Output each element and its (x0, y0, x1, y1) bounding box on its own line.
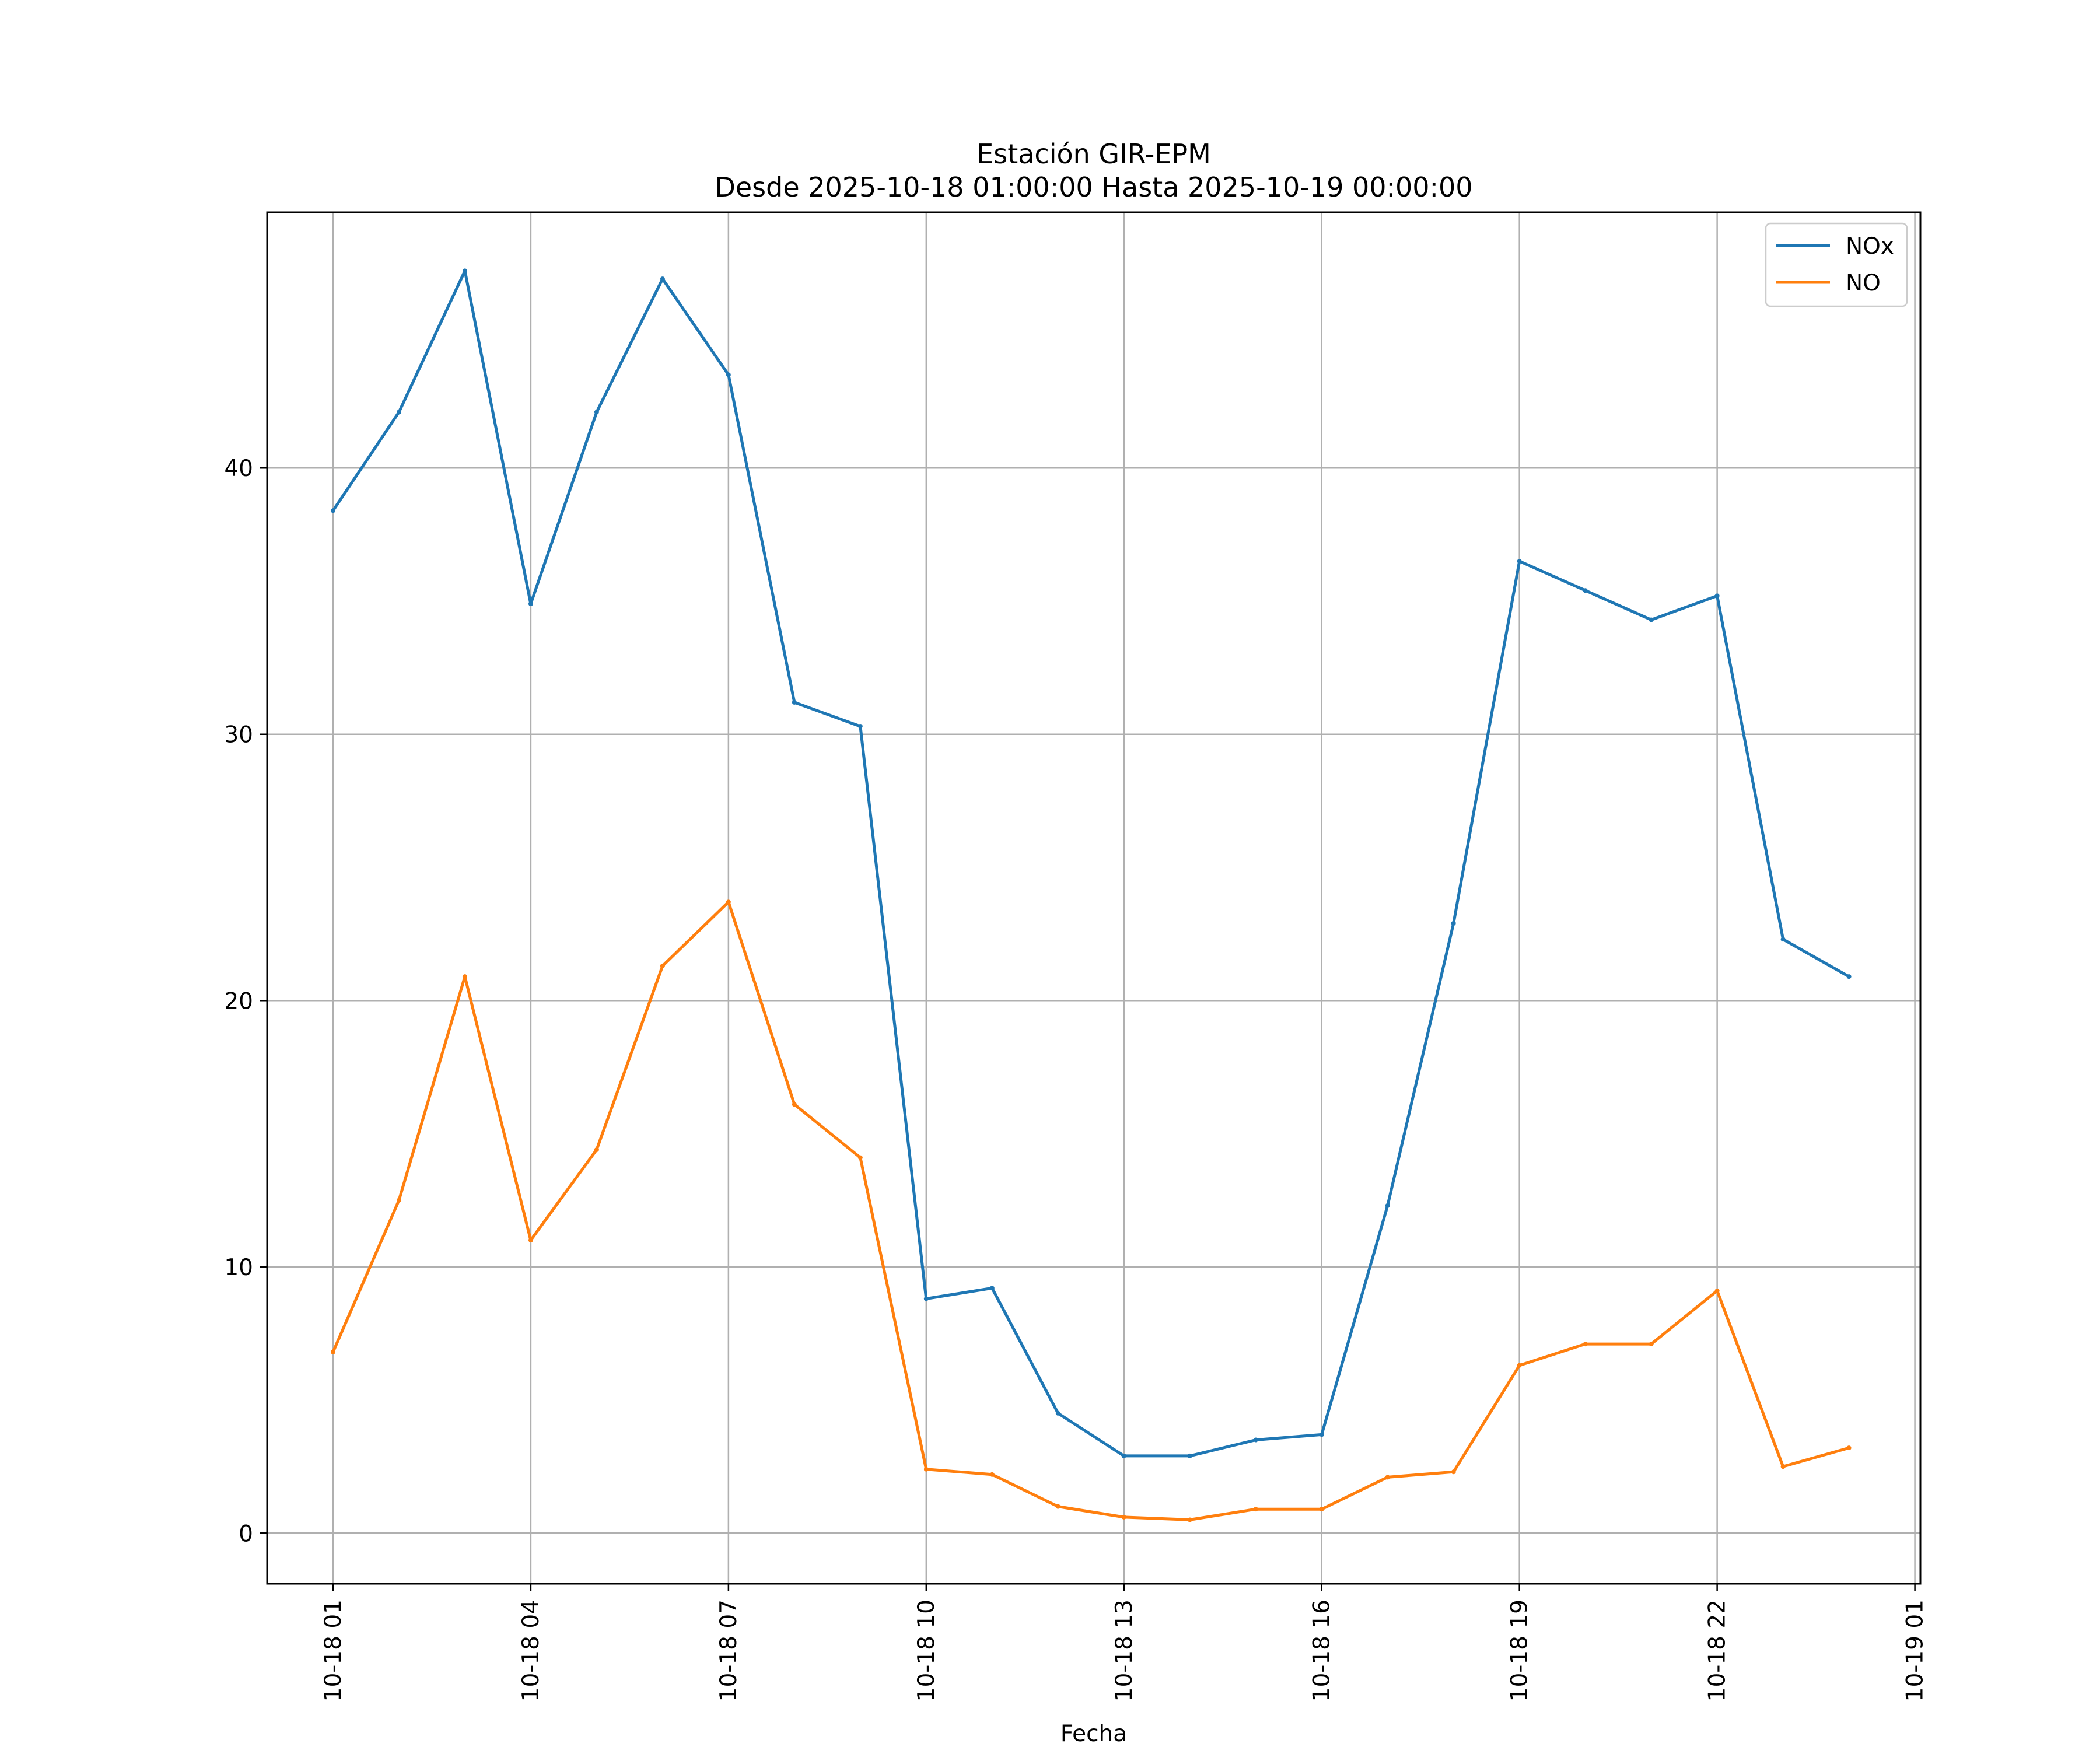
x-tick-label: 10-18 16 (1309, 1600, 1335, 1702)
data-point-no (858, 1155, 863, 1160)
data-point-nox (1319, 1432, 1324, 1437)
data-point-nox (660, 276, 665, 282)
data-point-no (1121, 1514, 1126, 1520)
data-point-no (1714, 1288, 1720, 1293)
data-point-nox (1846, 974, 1852, 979)
data-point-no (528, 1238, 533, 1243)
axes-frame (266, 211, 1922, 1585)
data-point-no (1648, 1342, 1654, 1347)
data-point-nox (330, 508, 335, 513)
x-axis: 10-18 01 10-18 04 10-18 07 10-18 10 10-18 13… (320, 1584, 1929, 1702)
grid (267, 212, 1920, 1584)
x-tick-label: 10-19 01 (1902, 1600, 1929, 1702)
data-point-no (1846, 1446, 1852, 1451)
data-point-nox (1451, 921, 1456, 926)
data-point-nox (1385, 1203, 1390, 1208)
chart-subtitle: Desde 2025-10-18 01:00:00 Hasta 2025-10-… (715, 172, 1472, 203)
data-point-nox (923, 1296, 929, 1301)
y-tick-label: 10 (224, 1255, 253, 1281)
data-point-no (1253, 1507, 1258, 1512)
data-point-nox (858, 724, 863, 729)
y-tick-label: 40 (224, 456, 253, 482)
data-point-nox (1253, 1437, 1258, 1443)
y-tick-label: 20 (224, 988, 253, 1014)
data-point-nox (462, 268, 467, 274)
data-point-nox (989, 1286, 995, 1291)
data-point-no (462, 974, 467, 979)
data-point-no (1583, 1342, 1588, 1347)
data-point-no (923, 1466, 929, 1472)
chart-title: Estación GIR-EPM (977, 138, 1211, 170)
x-axis-label: Fecha (1060, 1721, 1127, 1747)
y-axis: 0 10 20 30 40 (224, 456, 267, 1547)
data-point-nox (594, 410, 599, 415)
data-point-nox (1055, 1410, 1060, 1416)
x-tick-label: 10-18 07 (716, 1600, 742, 1702)
data-point-nox (1517, 559, 1522, 564)
data-point-no (989, 1472, 995, 1477)
x-tick-label: 10-18 22 (1704, 1600, 1731, 1702)
series-line-nox (331, 269, 1852, 1458)
data-point-nox (792, 699, 797, 705)
data-point-no (1055, 1504, 1060, 1509)
legend: NOx NO (1765, 222, 1908, 307)
x-tick-label: 10-18 19 (1507, 1600, 1533, 1702)
x-tick-label: 10-18 01 (320, 1600, 346, 1702)
data-point-nox (1187, 1453, 1192, 1458)
legend-label-nox: NOx (1846, 233, 1894, 260)
x-tick-label: 10-18 13 (1111, 1600, 1138, 1702)
data-point-nox (1714, 593, 1720, 598)
data-point-no (1187, 1517, 1192, 1522)
x-tick-label: 10-18 04 (518, 1600, 544, 1702)
y-tick-label: 0 (239, 1521, 253, 1547)
legend-label-no: NO (1846, 270, 1881, 296)
data-point-nox (1648, 617, 1654, 622)
data-point-no (594, 1147, 599, 1152)
data-point-no (330, 1349, 335, 1354)
data-point-no (792, 1102, 797, 1107)
data-point-no (1780, 1464, 1786, 1469)
data-point-nox (726, 372, 731, 377)
x-tick-label: 10-18 10 (914, 1600, 940, 1702)
data-point-nox (396, 410, 401, 415)
series-line-no (331, 900, 1851, 1521)
data-point-no (1451, 1469, 1456, 1475)
y-tick-label: 30 (224, 722, 253, 748)
data-point-nox (1780, 937, 1786, 942)
data-point-no (396, 1198, 401, 1203)
data-point-nox (1583, 588, 1588, 593)
data-point-nox (528, 601, 533, 607)
data-point-no (1319, 1507, 1324, 1512)
data-point-no (660, 963, 665, 968)
data-point-no (1517, 1363, 1522, 1368)
series-lines (330, 268, 1852, 1522)
data-point-nox (1121, 1453, 1126, 1458)
data-point-no (1385, 1475, 1390, 1480)
data-point-no (726, 900, 731, 905)
